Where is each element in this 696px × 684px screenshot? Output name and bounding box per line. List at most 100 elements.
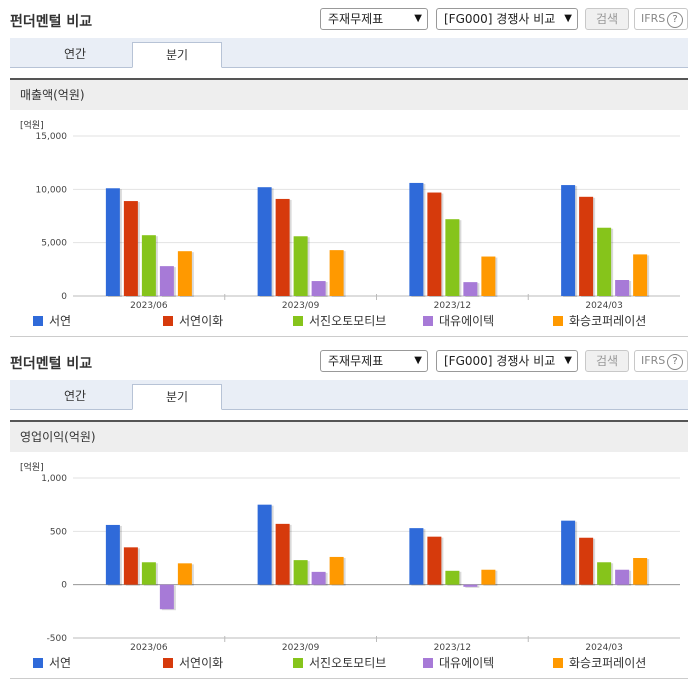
help-icon[interactable]: ? bbox=[667, 12, 683, 28]
bar[interactable] bbox=[177, 251, 192, 296]
tab-quarterly[interactable]: 분기 bbox=[132, 42, 222, 68]
bar[interactable] bbox=[579, 196, 594, 296]
bar[interactable] bbox=[445, 219, 460, 296]
bar[interactable] bbox=[311, 571, 326, 585]
bar[interactable] bbox=[481, 256, 496, 296]
legend-label: 서연 bbox=[49, 656, 72, 670]
chart-legend: 서연 서연이화 서진오토모티브 대유에이텍 화승코퍼레이션 bbox=[0, 310, 696, 330]
legend-item[interactable]: 서진오토모티브 bbox=[293, 656, 386, 670]
y-tick-label: 0 bbox=[61, 581, 67, 591]
legend-swatch bbox=[423, 658, 433, 668]
bar[interactable] bbox=[293, 560, 308, 585]
y-tick-label: 10,000 bbox=[36, 185, 68, 195]
compare-select[interactable]: [FG000] 경쟁사 비교 ▼ bbox=[436, 8, 578, 30]
section-title: 영업이익(억원) bbox=[10, 420, 688, 452]
legend-swatch bbox=[423, 316, 433, 326]
y-tick-label: -500 bbox=[47, 634, 68, 644]
bar[interactable] bbox=[123, 201, 138, 296]
chevron-down-icon: ▼ bbox=[414, 13, 422, 24]
legend-label: 대유에이텍 bbox=[439, 314, 495, 328]
legend-item[interactable]: 대유에이텍 bbox=[423, 314, 494, 328]
search-button[interactable]: 검색 bbox=[585, 8, 629, 30]
bar[interactable] bbox=[561, 185, 576, 296]
bar[interactable] bbox=[579, 537, 594, 585]
x-tick-label: 2023/12 bbox=[434, 643, 471, 652]
compare-select-value: [FG000] 경쟁사 비교 bbox=[444, 12, 556, 26]
bar[interactable] bbox=[463, 282, 478, 296]
legend-label: 서연 bbox=[49, 314, 72, 328]
chart-legend: 서연 서연이화 서진오토모티브 대유에이텍 화승코퍼레이션 bbox=[0, 652, 696, 672]
tab-annual[interactable]: 연간 bbox=[63, 47, 87, 61]
legend-label: 화승코퍼레이션 bbox=[569, 314, 647, 328]
statement-select-value: 주재무제표 bbox=[328, 354, 384, 368]
legend-item[interactable]: 서연 bbox=[33, 656, 71, 670]
bar[interactable] bbox=[615, 569, 630, 585]
bar[interactable] bbox=[293, 236, 308, 296]
help-icon[interactable]: ? bbox=[667, 354, 683, 370]
chevron-down-icon: ▼ bbox=[564, 13, 572, 24]
bar[interactable] bbox=[597, 227, 612, 296]
bar[interactable] bbox=[561, 520, 576, 585]
bar[interactable] bbox=[257, 504, 272, 585]
ifrs-button[interactable]: IFRS? bbox=[634, 350, 688, 372]
legend-item[interactable]: 서진오토모티브 bbox=[293, 314, 386, 328]
legend-label: 대유에이텍 bbox=[439, 656, 495, 670]
bar[interactable] bbox=[481, 569, 496, 585]
legend-swatch bbox=[293, 658, 303, 668]
y-tick-label: 1,000 bbox=[41, 474, 67, 484]
bar[interactable] bbox=[275, 523, 290, 585]
revenue-bar-chart: 0 5,000 10,000 15,000 2023/06 2023/09 2023/12 2… bbox=[36, 132, 680, 310]
bar[interactable] bbox=[409, 528, 424, 585]
bar[interactable] bbox=[633, 558, 648, 585]
legend-swatch bbox=[33, 658, 43, 668]
bar[interactable] bbox=[597, 562, 612, 585]
bar[interactable] bbox=[329, 556, 344, 585]
statement-select[interactable]: 주재무제표 ▼ bbox=[320, 8, 428, 30]
statement-select[interactable]: 주재무제표 ▼ bbox=[320, 350, 428, 372]
bar[interactable] bbox=[275, 198, 290, 296]
legend-label: 서진오토모티브 bbox=[309, 314, 387, 328]
ifrs-button[interactable]: IFRS? bbox=[634, 8, 688, 30]
x-tick-label: 2023/06 bbox=[130, 643, 168, 652]
bar[interactable] bbox=[427, 192, 442, 296]
bar[interactable] bbox=[445, 570, 460, 585]
bar[interactable] bbox=[427, 536, 442, 585]
bar[interactable] bbox=[329, 250, 344, 296]
statement-select-value: 주재무제표 bbox=[328, 12, 384, 26]
bar[interactable] bbox=[105, 188, 120, 296]
bar[interactable] bbox=[409, 182, 424, 296]
legend-item[interactable]: 서연이화 bbox=[163, 656, 223, 670]
fundamental-panel-operating-profit: 펀더멘털 비교 주재무제표 ▼ [FG000] 경쟁사 비교 ▼ 검색 IFRS? … bbox=[0, 342, 696, 684]
x-tick-label: 2023/12 bbox=[434, 301, 471, 310]
legend-item[interactable]: 서연 bbox=[33, 314, 71, 328]
x-tick-label: 2024/03 bbox=[585, 643, 622, 652]
bar[interactable] bbox=[105, 524, 120, 585]
bar[interactable] bbox=[311, 281, 326, 296]
legend-swatch bbox=[163, 658, 173, 668]
legend-item[interactable]: 대유에이텍 bbox=[423, 656, 494, 670]
legend-item[interactable]: 서연이화 bbox=[163, 314, 223, 328]
legend-label: 서연이화 bbox=[179, 314, 224, 328]
legend-swatch bbox=[163, 316, 173, 326]
search-button[interactable]: 검색 bbox=[585, 350, 629, 372]
bar[interactable] bbox=[159, 584, 174, 610]
fundamental-panel-revenue: 펀더멘털 비교 주재무제표 ▼ [FG000] 경쟁사 비교 ▼ 검색 IFRS? … bbox=[0, 8, 696, 337]
bar[interactable] bbox=[141, 235, 156, 296]
tab-annual[interactable]: 연간 bbox=[63, 389, 87, 403]
bar[interactable] bbox=[159, 266, 174, 296]
compare-select[interactable]: [FG000] 경쟁사 비교 ▼ bbox=[436, 350, 578, 372]
legend-label: 서연이화 bbox=[179, 656, 224, 670]
legend-item[interactable]: 화승코퍼레이션 bbox=[553, 314, 646, 328]
bar[interactable] bbox=[123, 547, 138, 585]
bar[interactable] bbox=[257, 187, 272, 296]
bar[interactable] bbox=[141, 562, 156, 585]
legend-item[interactable]: 화승코퍼레이션 bbox=[553, 656, 646, 670]
legend-label: 서진오토모티브 bbox=[309, 656, 387, 670]
bar[interactable] bbox=[177, 563, 192, 585]
bar[interactable] bbox=[633, 254, 648, 296]
bar[interactable] bbox=[615, 280, 630, 296]
bar[interactable] bbox=[463, 584, 478, 587]
divider bbox=[10, 678, 688, 679]
tab-quarterly[interactable]: 분기 bbox=[132, 384, 222, 410]
legend-swatch bbox=[553, 316, 563, 326]
